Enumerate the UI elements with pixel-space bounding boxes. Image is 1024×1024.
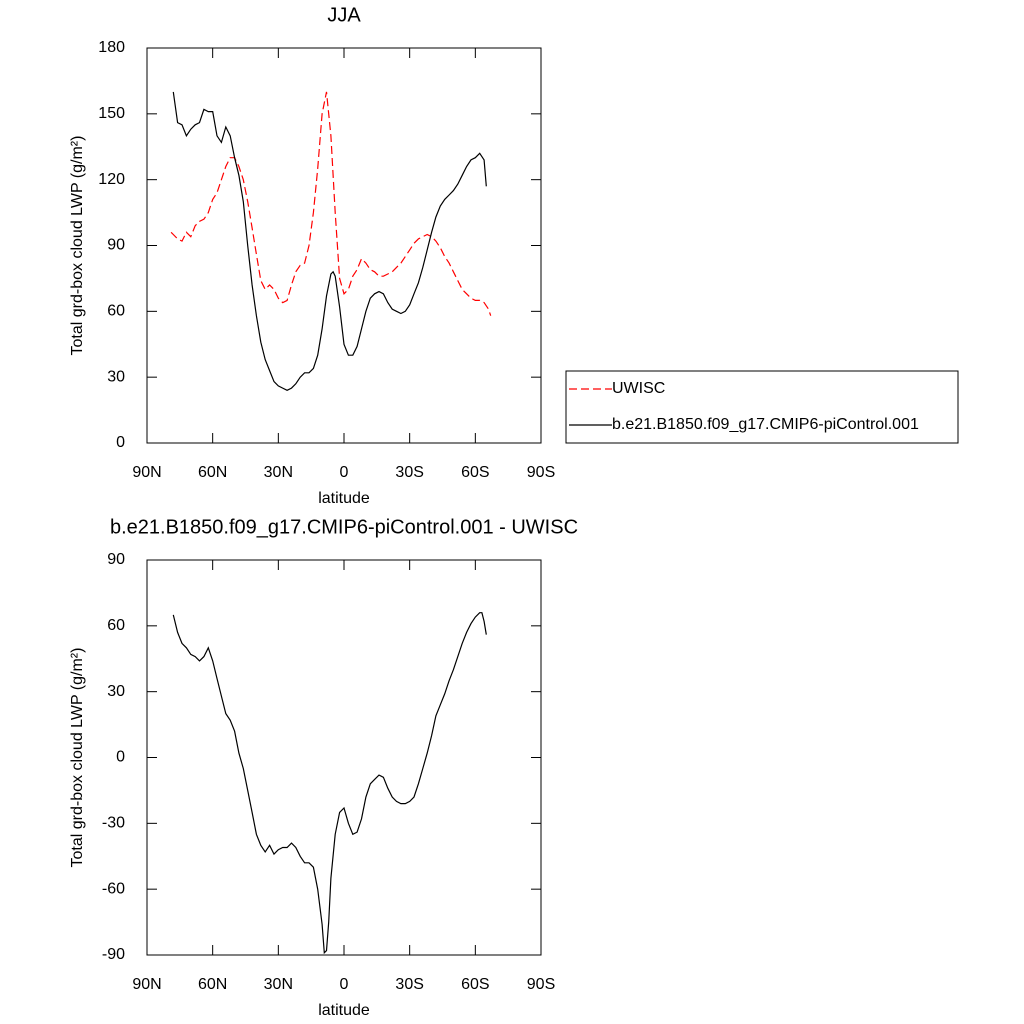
x-axis-label: latitude [318,490,370,507]
x-tick-label: 60S [461,464,489,481]
x-tick-label: 30N [264,464,293,481]
y-axis-label: Total grd-box cloud LWP (g/m²) [69,136,86,356]
data-line [172,91,487,391]
y-tick-label: -30 [102,815,125,832]
plot-frame [146,47,542,444]
y-tick-label: 30 [107,683,125,700]
chart-title: JJA [327,4,361,26]
x-tick-label: 30S [395,976,423,993]
plot-frame [146,559,542,956]
y-tick-label: 60 [107,617,125,634]
legend-label: UWISC [612,380,665,397]
x-tick-label: 90S [527,976,555,993]
x-tick-label: 0 [340,464,349,481]
y-tick-label: 90 [107,551,125,568]
x-tick-label: 60S [461,976,489,993]
chart-title: b.e21.B1850.f09_g17.CMIP6-piControl.001 … [110,516,578,538]
x-tick-label: 60N [198,464,227,481]
y-tick-label: 60 [107,303,125,320]
x-tick-label: 90S [527,464,555,481]
x-axis-label: latitude [318,1002,370,1019]
x-tick-label: 60N [198,976,227,993]
x-tick-label: 0 [340,976,349,993]
y-tick-label: -90 [102,946,125,963]
y-tick-label: 90 [107,237,125,254]
y-tick-label: 30 [107,368,125,385]
x-tick-label: 30N [264,976,293,993]
legend-box [565,370,959,444]
y-tick-label: 0 [116,434,125,451]
y-tick-label: 0 [116,749,125,766]
data-line [172,612,487,955]
y-tick-label: 180 [98,39,125,56]
y-tick-label: 150 [98,105,125,122]
x-tick-label: 90N [132,464,161,481]
y-tick-label: -60 [102,880,125,897]
legend-label: b.e21.B1850.f09_g17.CMIP6-piControl.001 [612,416,919,433]
data-line [170,91,492,316]
x-tick-label: 90N [132,976,161,993]
x-tick-label: 30S [395,464,423,481]
y-tick-label: 120 [98,171,125,188]
y-axis-label: Total grd-box cloud LWP (g/m²) [69,648,86,868]
